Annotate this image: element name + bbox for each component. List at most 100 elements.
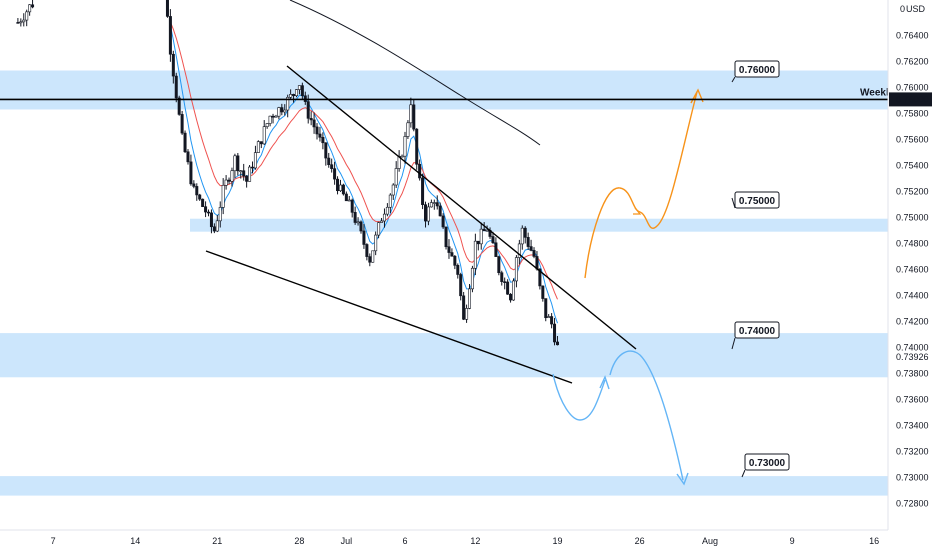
y-tick-label[interactable]: 0.73400 <box>896 420 929 430</box>
y-tick-label[interactable]: 0.73600 <box>896 394 929 404</box>
candle-body <box>192 183 196 187</box>
x-tick-label[interactable]: 14 <box>130 536 140 546</box>
y-tick-label[interactable]: 0.75000 <box>896 212 929 222</box>
candle-body <box>242 170 246 177</box>
y-tick-label[interactable]: 0.72800 <box>896 498 929 508</box>
weekly-level: Weekly <box>0 87 895 101</box>
y-tick-label[interactable]: 0.75600 <box>896 134 929 144</box>
x-tick-label[interactable]: 26 <box>635 536 645 546</box>
y-tick-label[interactable]: 0.74400 <box>896 290 929 300</box>
candle-body <box>236 155 240 172</box>
candle-body <box>459 274 463 297</box>
zone-2 <box>0 333 888 378</box>
candle-body <box>336 178 340 192</box>
y-tick-label[interactable]: 0.76000 <box>896 82 929 92</box>
y-tick-label[interactable]: 0.74800 <box>896 238 929 248</box>
x-tick-label[interactable]: 7 <box>51 536 56 546</box>
ema-slow-line <box>169 21 558 300</box>
x-tick-label[interactable]: Aug <box>702 536 718 546</box>
y-tick-label[interactable]: 0.73000 <box>896 472 929 482</box>
candle-body <box>538 268 542 287</box>
candle-body <box>497 256 501 274</box>
y-tick-label[interactable]: 0.74000 <box>896 342 929 352</box>
level-label-pointer <box>731 337 736 350</box>
candle-body <box>248 166 252 182</box>
y-tick-label[interactable]: 0.76200 <box>896 56 929 66</box>
time-axis-ticks[interactable]: 7 14 21 28 Jul 6 12 19 26 Aug 9 16 <box>51 536 880 546</box>
y-tick-label[interactable]: 0.74200 <box>896 316 929 326</box>
level-label-box <box>744 453 790 471</box>
candle-body <box>271 115 275 118</box>
candle-body <box>465 308 469 320</box>
current-price-tag: 0.73926 <box>896 352 929 362</box>
candle-body <box>300 85 304 97</box>
candle-body <box>230 170 234 182</box>
candle-body <box>315 126 319 135</box>
candle-body <box>215 220 219 232</box>
candle-body <box>391 184 395 196</box>
candle-body <box>520 227 524 245</box>
candle-body <box>177 97 181 115</box>
candle-body <box>227 179 231 182</box>
candle-body <box>412 104 416 130</box>
y-tick-label[interactable]: 0.75400 <box>896 160 929 170</box>
candle-body <box>262 126 266 145</box>
zone-1 <box>190 218 888 232</box>
x-tick-label[interactable]: 19 <box>552 536 562 546</box>
candle-body <box>523 227 527 238</box>
candle-body <box>406 122 410 137</box>
candle-body <box>421 177 425 205</box>
candle-body <box>180 114 184 134</box>
scale-mode-label[interactable]: 0 <box>900 4 905 14</box>
candle-body <box>171 53 175 77</box>
candle-body <box>344 193 348 202</box>
candle-body <box>256 141 260 153</box>
candle-body <box>289 94 293 98</box>
y-tick-label[interactable]: 0.73800 <box>896 368 929 378</box>
price-axis-ticks[interactable]: 0.76400 0.76200 0.76000 0.75800 0.75600 0.754… <box>896 30 929 508</box>
x-tick-label[interactable]: 12 <box>470 536 480 546</box>
y-tick-label[interactable]: 0.75800 <box>896 108 929 118</box>
candle-body <box>473 240 477 269</box>
y-tick-label[interactable]: 0.74600 <box>896 264 929 274</box>
candle-body <box>330 164 334 169</box>
x-tick-label[interactable]: Jul <box>341 536 353 546</box>
candle-body <box>359 221 363 232</box>
candle-body <box>165 0 169 17</box>
candle-body <box>292 94 296 97</box>
upper-trendline <box>286 65 637 350</box>
bearish-arrowhead-long <box>676 472 689 486</box>
x-tick-label[interactable]: 21 <box>212 536 222 546</box>
y-tick-label[interactable]: 0.73200 <box>896 446 929 456</box>
x-tick-label[interactable]: 16 <box>869 536 879 546</box>
x-tick-label[interactable]: 9 <box>790 536 795 546</box>
candle-body <box>453 255 457 266</box>
candle-body <box>409 104 413 124</box>
candle-body <box>491 236 495 244</box>
candle-body <box>494 242 498 257</box>
candle-body <box>400 155 404 158</box>
candle-body <box>368 256 372 263</box>
candle-body <box>338 184 342 192</box>
candle-body <box>259 141 263 145</box>
currency-label[interactable]: USD <box>906 4 926 14</box>
y-tick-label[interactable]: 0.75200 <box>896 186 929 196</box>
current-price-tag-bg <box>889 351 932 364</box>
candle-body <box>377 222 381 236</box>
time-axis-bg <box>0 530 932 550</box>
candlesticks <box>16 0 559 346</box>
x-tick-label[interactable]: 6 <box>402 536 407 546</box>
price-tags: 0.76000 0.73926 <box>889 92 932 364</box>
candle-body <box>371 250 375 263</box>
x-tick-label[interactable]: 28 <box>294 536 304 546</box>
candle-body <box>426 206 430 222</box>
weekly-price-tag: 0.76000 <box>896 94 929 104</box>
bullish-mid-arrow <box>633 207 642 215</box>
candle-body <box>186 151 190 163</box>
level-label-text: 0.73000 <box>749 458 786 469</box>
candle-body <box>517 243 521 258</box>
y-tick-label[interactable]: 0.76400 <box>896 30 929 40</box>
wedge-trendlines <box>205 65 637 384</box>
candle-body <box>353 212 357 223</box>
